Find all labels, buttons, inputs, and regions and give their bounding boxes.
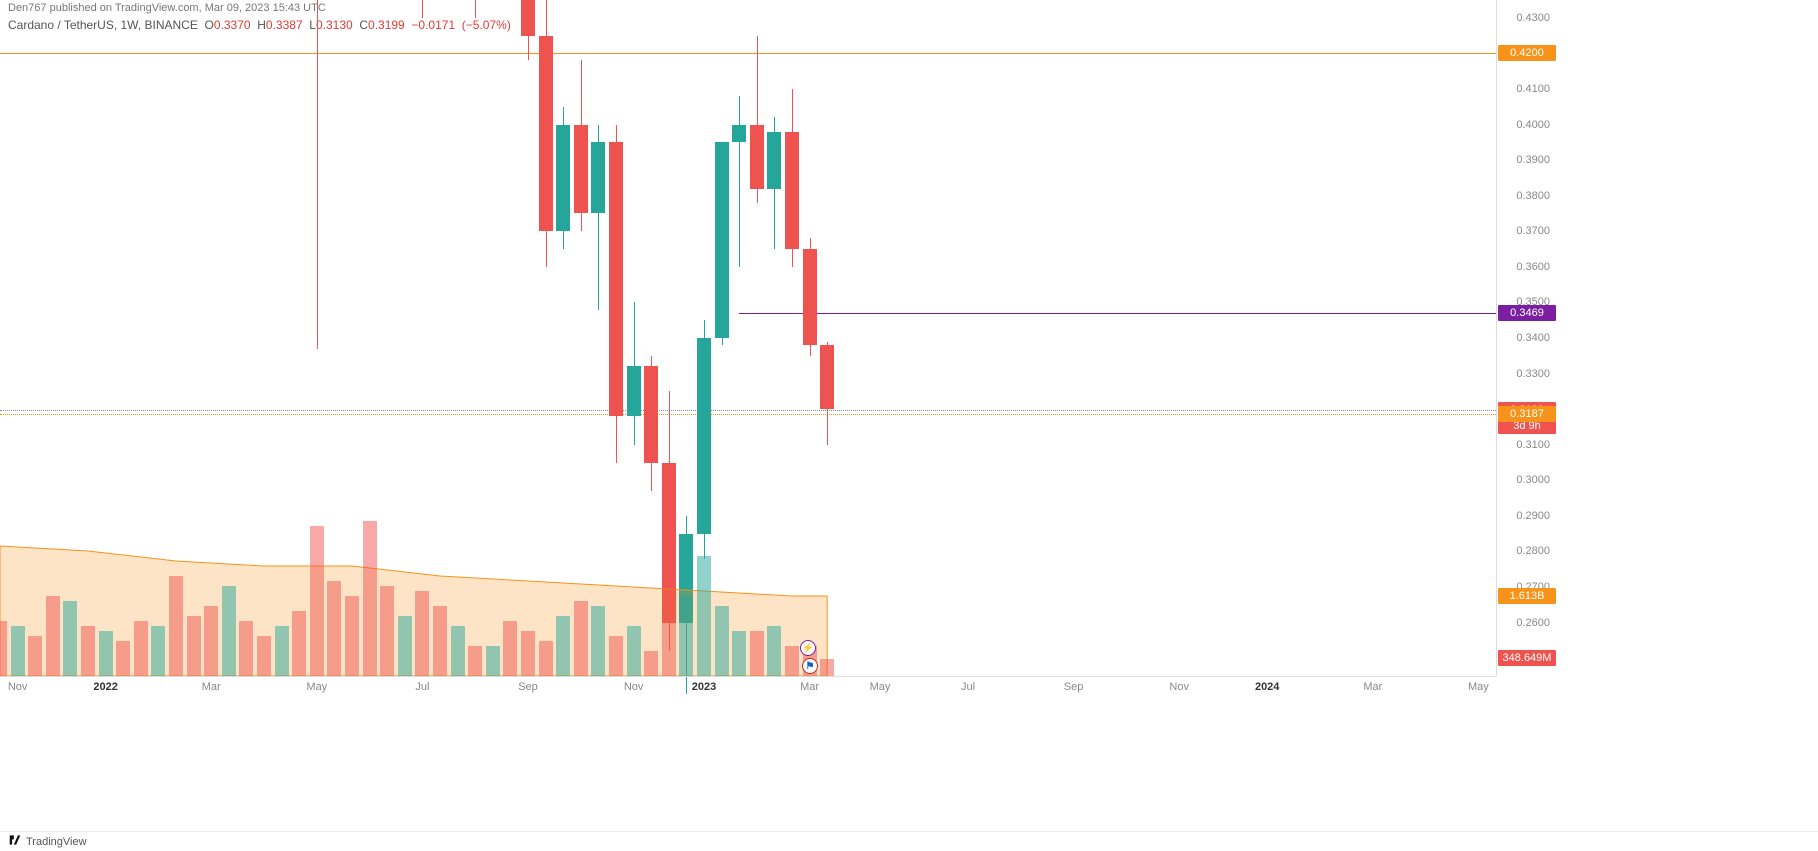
- candle-body[interactable]: [715, 142, 729, 338]
- price-tick: 0.2800: [1516, 545, 1550, 557]
- time-tick: 2022: [93, 681, 117, 693]
- candle-wick: [739, 96, 740, 267]
- time-tick: Jul: [961, 681, 975, 693]
- candle-body[interactable]: [767, 132, 781, 189]
- price-tick: 0.4100: [1516, 83, 1550, 95]
- horizontal-line[interactable]: [0, 410, 1496, 411]
- time-tick: Sep: [518, 681, 538, 693]
- price-tick: 0.3600: [1516, 261, 1550, 273]
- time-tick: Sep: [1064, 681, 1084, 693]
- flag-icon: ⚑: [802, 658, 818, 674]
- candle-body[interactable]: [591, 142, 605, 213]
- price-chart[interactable]: [0, 0, 1496, 676]
- time-axis[interactable]: Nov 2022 Mar May Jul Sep Nov 2023 Mar May Jul Sep No…: [0, 676, 1496, 700]
- footer-brand: TradingView: [26, 836, 87, 848]
- volume-label: 1.613B: [1498, 588, 1556, 604]
- price-tick: 0.3800: [1516, 190, 1550, 202]
- chart-root: Den767 published on TradingView.com, Mar…: [0, 0, 1818, 851]
- price-tick: 0.3300: [1516, 368, 1550, 380]
- time-tick: 2023: [692, 681, 716, 693]
- time-tick: Nov: [8, 681, 28, 693]
- price-tick: 0.3700: [1516, 225, 1550, 237]
- candle-body[interactable]: [627, 366, 641, 416]
- price-marker-label: 0.3187: [1498, 406, 1556, 422]
- candle-body[interactable]: [609, 142, 623, 416]
- candle-wick: [422, 0, 423, 18]
- volume-label: 348.649M: [1498, 650, 1556, 666]
- time-tick: Mar: [202, 681, 221, 693]
- price-tick: 0.3100: [1516, 439, 1550, 451]
- horizontal-line[interactable]: [739, 313, 1496, 314]
- price-tick: 0.3400: [1516, 332, 1550, 344]
- price-tick: 0.4000: [1516, 119, 1550, 131]
- time-tick: Mar: [800, 681, 819, 693]
- price-marker-label: 0.3469: [1498, 305, 1556, 321]
- time-tick: Mar: [1363, 681, 1382, 693]
- candle-wick: [475, 0, 476, 18]
- time-tick: 2024: [1255, 681, 1279, 693]
- candle-body[interactable]: [750, 125, 764, 189]
- candle-body[interactable]: [574, 125, 588, 214]
- tradingview-logo-icon: [8, 833, 22, 850]
- time-tick: Jul: [415, 681, 429, 693]
- candle-body[interactable]: [820, 345, 834, 409]
- price-tick: 0.3000: [1516, 474, 1550, 486]
- candle-body[interactable]: [803, 249, 817, 345]
- candle-body[interactable]: [785, 132, 799, 249]
- candle-body[interactable]: [697, 338, 711, 534]
- candle-body[interactable]: [556, 125, 570, 232]
- candle-body[interactable]: [662, 463, 676, 623]
- lightning-icon: ⚡: [800, 640, 816, 656]
- price-tick: 0.2900: [1516, 510, 1550, 522]
- time-tick: May: [306, 681, 327, 693]
- time-tick: Nov: [624, 681, 644, 693]
- candle-body[interactable]: [539, 36, 553, 232]
- footer: TradingView: [0, 831, 1818, 851]
- horizontal-line[interactable]: [0, 414, 1496, 415]
- price-marker-label: 0.4200: [1498, 45, 1556, 61]
- candle-wick: [317, 0, 318, 349]
- time-tick: May: [870, 681, 891, 693]
- candle-body[interactable]: [679, 534, 693, 623]
- price-tick: 0.4300: [1516, 12, 1550, 24]
- price-tick: 0.3900: [1516, 154, 1550, 166]
- horizontal-line[interactable]: [0, 53, 1496, 54]
- candle-body[interactable]: [521, 0, 535, 36]
- price-axis[interactable]: 0.25000.26000.27000.28000.29000.30000.31…: [1496, 0, 1556, 676]
- price-tick: 0.2600: [1516, 617, 1550, 629]
- time-tick: May: [1468, 681, 1489, 693]
- time-tick: Nov: [1169, 681, 1189, 693]
- candle-body[interactable]: [644, 366, 658, 462]
- candle-body[interactable]: [732, 125, 746, 143]
